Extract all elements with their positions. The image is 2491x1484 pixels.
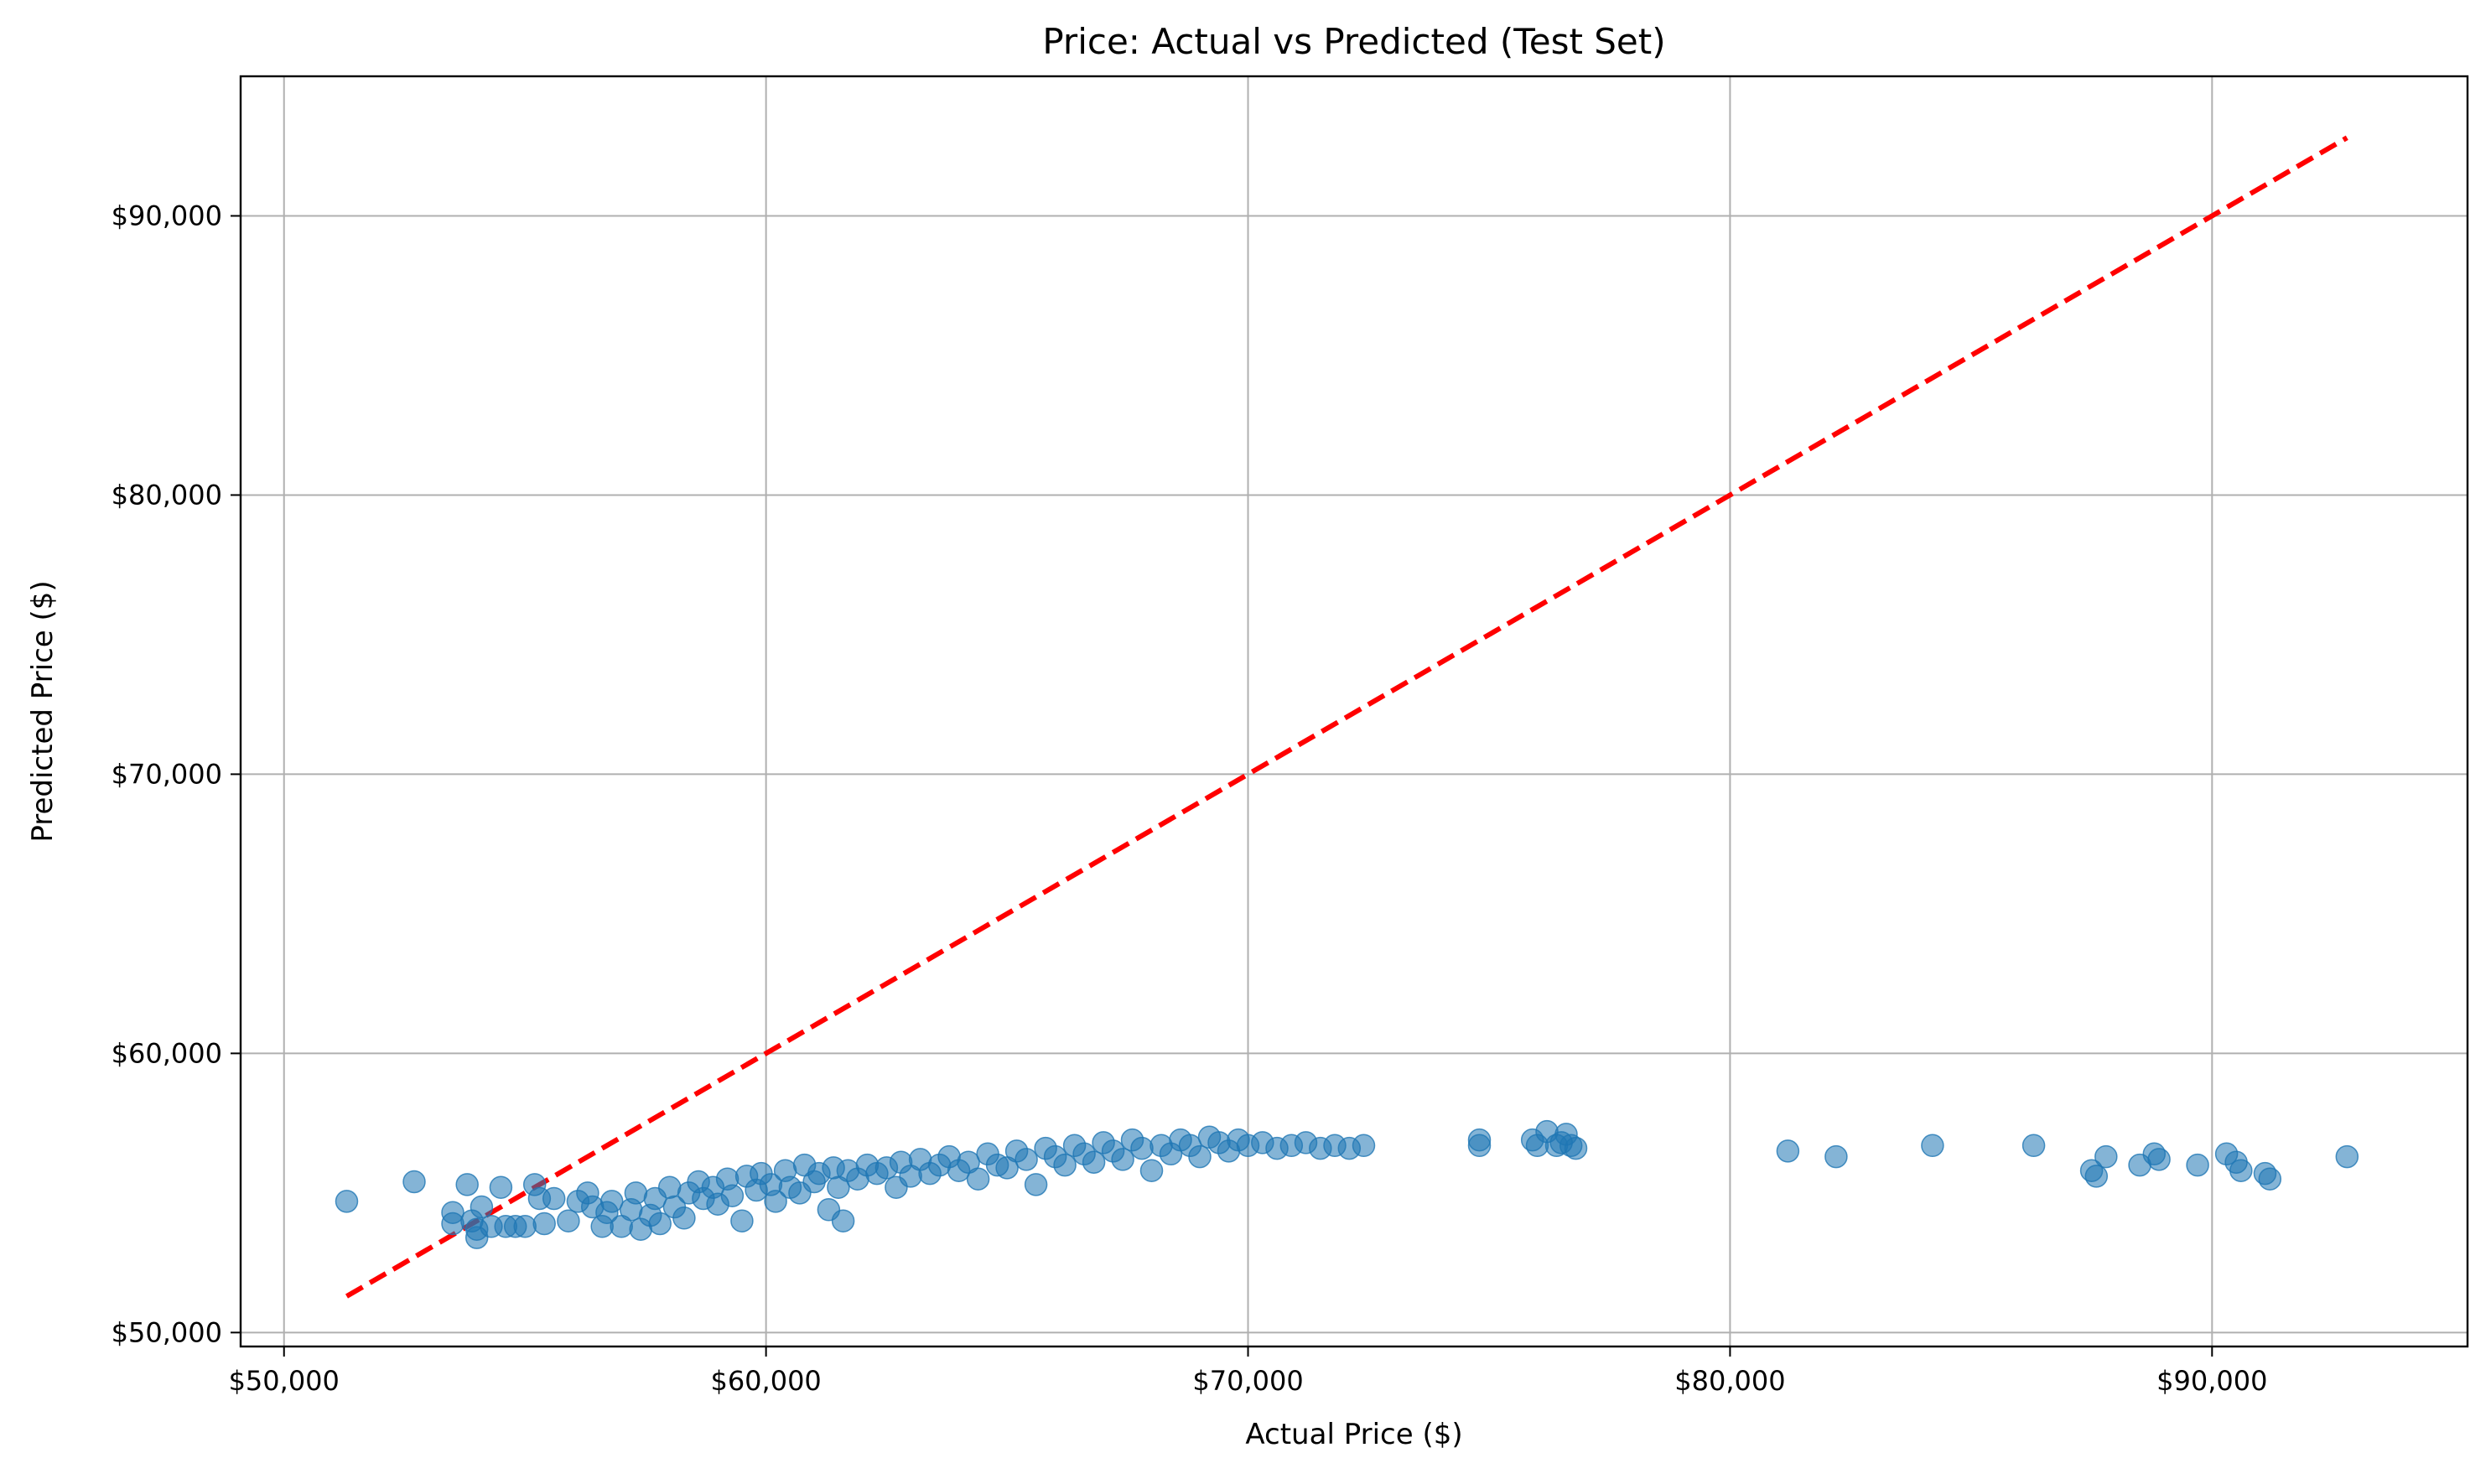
data-point — [2229, 1159, 2253, 1182]
x-tick-label-1: $60,000 — [710, 1365, 821, 1397]
data-point — [599, 1190, 624, 1213]
data-point — [1053, 1153, 1077, 1177]
data-point — [1776, 1139, 1800, 1163]
y-tick-label-2: $70,000 — [112, 758, 222, 790]
axes-frame — [239, 75, 2469, 1348]
data-point — [2084, 1165, 2109, 1188]
data-point — [1130, 1136, 1154, 1160]
y-axis-label: Predicted Price ($) — [26, 580, 60, 842]
data-point — [1352, 1134, 1376, 1158]
data-point — [2258, 1167, 2282, 1191]
data-point — [2147, 1148, 2171, 1171]
x-tick-label-0: $50,000 — [229, 1365, 340, 1397]
data-point — [764, 1190, 787, 1213]
data-point — [2094, 1144, 2118, 1169]
data-point — [470, 1195, 494, 1219]
data-point — [831, 1209, 855, 1232]
data-point — [1082, 1150, 1106, 1174]
y-tick-label-4: $90,000 — [112, 200, 222, 231]
y-tick-label-0: $50,000 — [112, 1316, 222, 1348]
perfect-prediction-line — [345, 135, 2348, 1299]
data-point — [657, 1175, 682, 1199]
x-tick-label-3: $80,000 — [1674, 1365, 1785, 1397]
y-tick-label-3: $80,000 — [112, 479, 222, 511]
data-point — [2021, 1134, 2046, 1158]
data-point — [335, 1190, 359, 1213]
data-point — [441, 1212, 464, 1236]
data-point — [489, 1175, 513, 1199]
ticks-layer: $50,000 $60,000 $70,000 $80,000 $90,000 $50,0… — [112, 200, 2268, 1397]
data-point — [2186, 1153, 2209, 1177]
data-point — [1139, 1159, 1164, 1182]
data-point — [1564, 1136, 1588, 1160]
data-point — [966, 1167, 990, 1191]
x-tick-label-4: $90,000 — [2156, 1365, 2267, 1397]
data-point — [1921, 1134, 1944, 1158]
data-point — [455, 1173, 479, 1196]
data-point — [1015, 1148, 1038, 1171]
data-point — [1111, 1148, 1134, 1171]
data-point — [557, 1209, 580, 1232]
y-tick-label-1: $60,000 — [112, 1037, 222, 1069]
data-point — [1824, 1144, 1848, 1169]
grid-layer — [241, 76, 2468, 1346]
x-axis-label: Actual Price ($) — [1245, 1418, 1462, 1451]
data-point — [1188, 1144, 1212, 1169]
data-point — [402, 1170, 426, 1194]
data-point — [542, 1186, 566, 1211]
data-point — [2335, 1144, 2359, 1169]
data-point — [532, 1212, 556, 1236]
x-tick-label-2: $70,000 — [1192, 1365, 1303, 1397]
data-point — [624, 1181, 648, 1205]
reference-line-layer — [345, 135, 2348, 1299]
data-point — [648, 1212, 672, 1236]
data-point — [513, 1215, 537, 1238]
data-point — [720, 1184, 745, 1207]
data-point — [1467, 1128, 1492, 1152]
data-point — [672, 1206, 696, 1230]
chart-title: Price: Actual vs Predicted (Test Set) — [1042, 21, 1665, 62]
points-layer — [335, 1119, 2359, 1249]
data-point — [1024, 1173, 1048, 1196]
data-point — [730, 1209, 754, 1232]
